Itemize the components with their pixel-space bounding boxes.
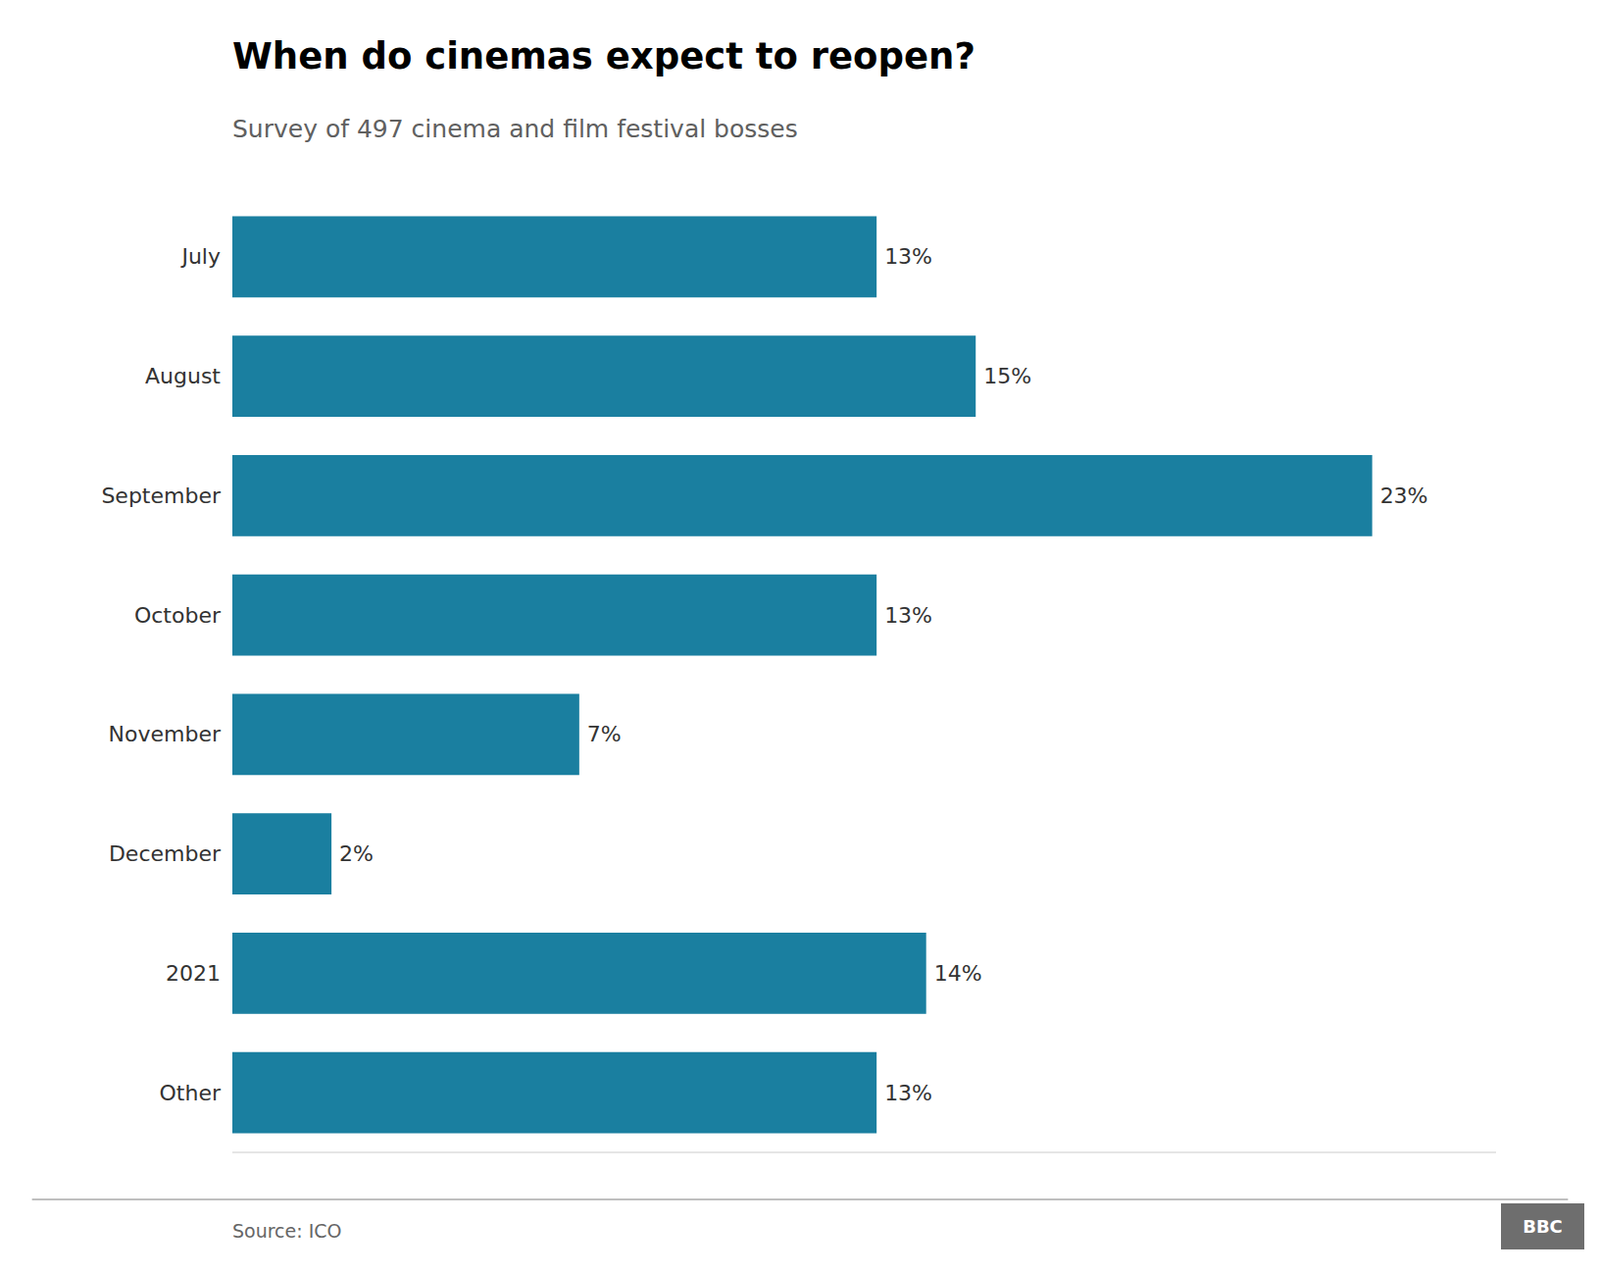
bar xyxy=(232,574,877,656)
y-tick-label: July xyxy=(179,244,221,269)
y-tick-label: December xyxy=(108,841,222,866)
data-label: 13% xyxy=(884,244,933,269)
chart: When do cinemas expect to reopen? Survey … xyxy=(0,0,1600,1273)
bar xyxy=(232,1051,877,1134)
logo-box xyxy=(1500,1202,1585,1250)
subtitle: Survey of 497 cinema and film festival b… xyxy=(232,114,799,144)
data-label: 13% xyxy=(884,1080,933,1105)
bar xyxy=(232,693,580,775)
chart-container: When do cinemas expect to reopen? Survey … xyxy=(0,0,1600,1273)
data-label: 14% xyxy=(934,960,983,986)
bar xyxy=(232,812,332,895)
title: When do cinemas expect to reopen? xyxy=(232,35,976,78)
y-tick-label: Other xyxy=(159,1080,222,1105)
separator xyxy=(32,1198,1569,1200)
x-axis-line xyxy=(232,1151,1497,1153)
bar xyxy=(232,335,976,417)
labels: 13% July 15% August 23% September 13% October 7%… xyxy=(100,244,1428,1104)
y-tick-label: November xyxy=(108,721,222,747)
y-tick-label: 2021 xyxy=(165,960,221,986)
y-tick-label: September xyxy=(100,483,222,508)
bar xyxy=(232,215,877,298)
data-label: 13% xyxy=(884,602,933,628)
bar xyxy=(232,454,1373,537)
data-label: 15% xyxy=(983,363,1032,389)
data-label: 23% xyxy=(1380,483,1429,508)
source: Source: ICO xyxy=(232,1219,343,1242)
y-tick-label: October xyxy=(134,602,222,628)
bar xyxy=(232,932,927,1014)
data-label: 2% xyxy=(339,841,374,866)
y-tick-label: August xyxy=(145,363,221,389)
data-label: 7% xyxy=(587,721,622,747)
logo-text: BBC xyxy=(1522,1215,1563,1237)
background xyxy=(0,0,1600,1273)
bars xyxy=(232,215,1373,1133)
